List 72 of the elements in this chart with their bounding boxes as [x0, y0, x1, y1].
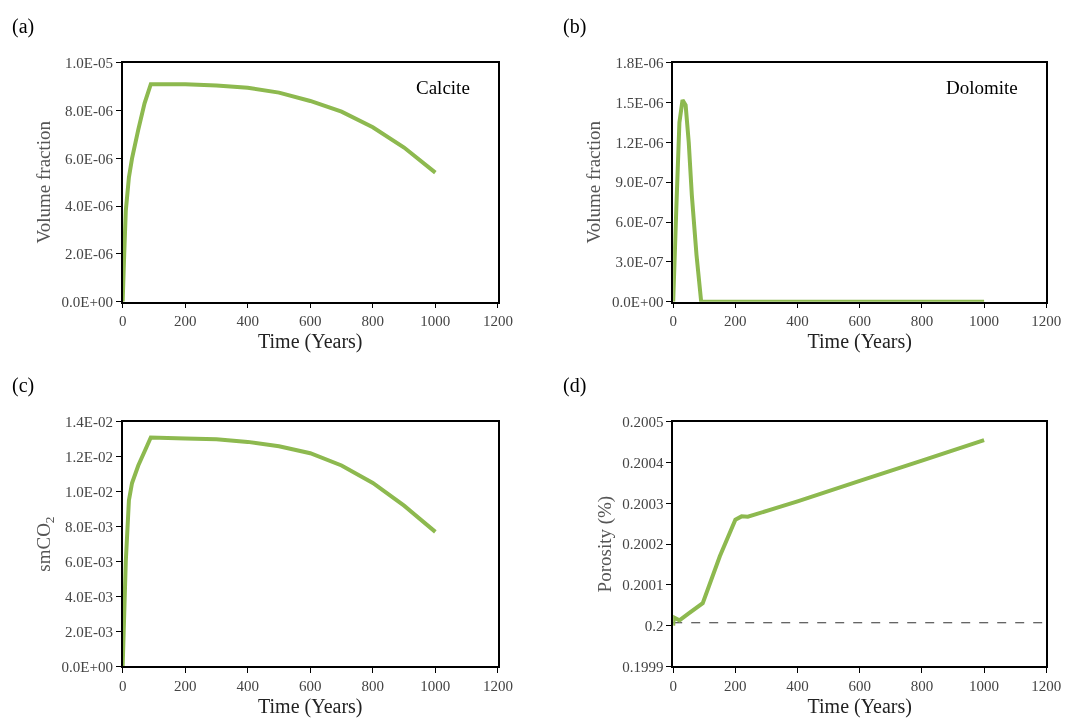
y-tick-label: 4.0E-06	[64, 198, 114, 215]
y-axis-title: Volume fraction	[583, 120, 605, 244]
chart-title: (b)	[563, 15, 587, 38]
x-axis-title: Time (Years)	[258, 330, 363, 354]
x-tick-label: 1200	[1031, 313, 1062, 330]
x-tick-label: 600	[848, 313, 871, 330]
x-tick-label: 1200	[482, 678, 513, 695]
x-tick-label: 600	[299, 313, 322, 330]
y-tick-label: 6.0E-03	[64, 553, 113, 570]
y-tick-label: 0.2001	[622, 577, 664, 594]
y-tick-label: 4.0E-03	[64, 588, 113, 605]
y-tick-label: 0.2004	[622, 454, 664, 471]
y-tick-label: 1.0E-05	[64, 55, 113, 71]
x-tick-label: 0	[118, 678, 127, 695]
x-tick-label: 200	[724, 678, 747, 695]
x-tick-label: 1000	[969, 313, 1000, 330]
line-series	[122, 435, 438, 667]
x-tick-label: 1200	[482, 313, 513, 330]
line-series	[673, 97, 987, 302]
y-tick-label: 0.2002	[622, 536, 664, 553]
y-tick-label: 3.0E-07	[615, 254, 664, 271]
y-tick-label: 1.2E-02	[64, 448, 113, 465]
x-tick-label: 0	[669, 678, 677, 695]
y-tick-label: 2.0E-06	[64, 246, 114, 263]
y-tick-label: 1.8E-06	[615, 55, 664, 71]
y-tick-label: 1.0E-02	[64, 483, 113, 500]
y-tick-label: 0.2	[644, 617, 664, 634]
x-tick-label: 1000	[969, 678, 1000, 695]
x-axis-title: Time (Years)	[807, 330, 912, 354]
y-tick-label: 0.1999	[622, 658, 664, 675]
annotation: Dolomite	[946, 77, 1018, 98]
x-tick-label: 800	[361, 313, 385, 330]
y-tick-label: 1.5E-06	[615, 94, 664, 111]
x-tick-label: 400	[236, 313, 259, 330]
x-tick-label: 200	[724, 313, 747, 330]
x-tick-label: 1200	[1031, 678, 1062, 695]
x-tick-label: 200	[173, 313, 197, 330]
chart-title: (d)	[563, 374, 587, 397]
chart-title: (c)	[12, 374, 35, 397]
x-tick-label: 0	[669, 313, 677, 330]
y-axis-title: Porosity (%)	[593, 495, 616, 593]
line-series	[673, 438, 987, 628]
y-tick-label: 1.4E-02	[64, 414, 113, 431]
x-axis-title: Time (Years)	[258, 695, 363, 719]
annotation: Calcite	[416, 77, 470, 98]
x-axis-title: Time (Years)	[807, 695, 912, 719]
y-tick-label: 0.2005	[622, 414, 664, 431]
x-tick-label: 1000	[420, 678, 451, 695]
x-tick-label: 800	[910, 678, 934, 695]
chart-title: (a)	[12, 15, 35, 38]
x-tick-label: 400	[786, 678, 809, 695]
x-tick-label: 800	[361, 678, 385, 695]
y-tick-label: 0.2003	[622, 495, 664, 512]
x-tick-label: 600	[299, 678, 322, 695]
y-tick-label: 0.0E+00	[61, 293, 113, 310]
y-tick-label: 8.0E-03	[64, 518, 113, 535]
y-tick-label: 6.0E-06	[64, 150, 114, 167]
y-tick-label: 0.0E+00	[612, 293, 664, 310]
y-axis-title: Volume fraction	[32, 120, 54, 244]
x-tick-label: 1000	[420, 313, 451, 330]
y-tick-label: 6.0E-07	[615, 214, 664, 231]
y-tick-label: 1.2E-06	[615, 134, 664, 151]
x-tick-label: 600	[848, 678, 871, 695]
x-tick-label: 800	[910, 313, 934, 330]
x-tick-label: 400	[236, 678, 259, 695]
y-tick-label: 0.0E+00	[61, 658, 113, 675]
y-tick-label: 9.0E-07	[615, 174, 664, 191]
x-tick-label: 0	[118, 313, 127, 330]
x-tick-label: 200	[173, 678, 197, 695]
y-tick-label: 8.0E-06	[64, 102, 114, 119]
y-tick-label: 2.0E-03	[64, 623, 113, 640]
x-tick-label: 400	[786, 313, 809, 330]
